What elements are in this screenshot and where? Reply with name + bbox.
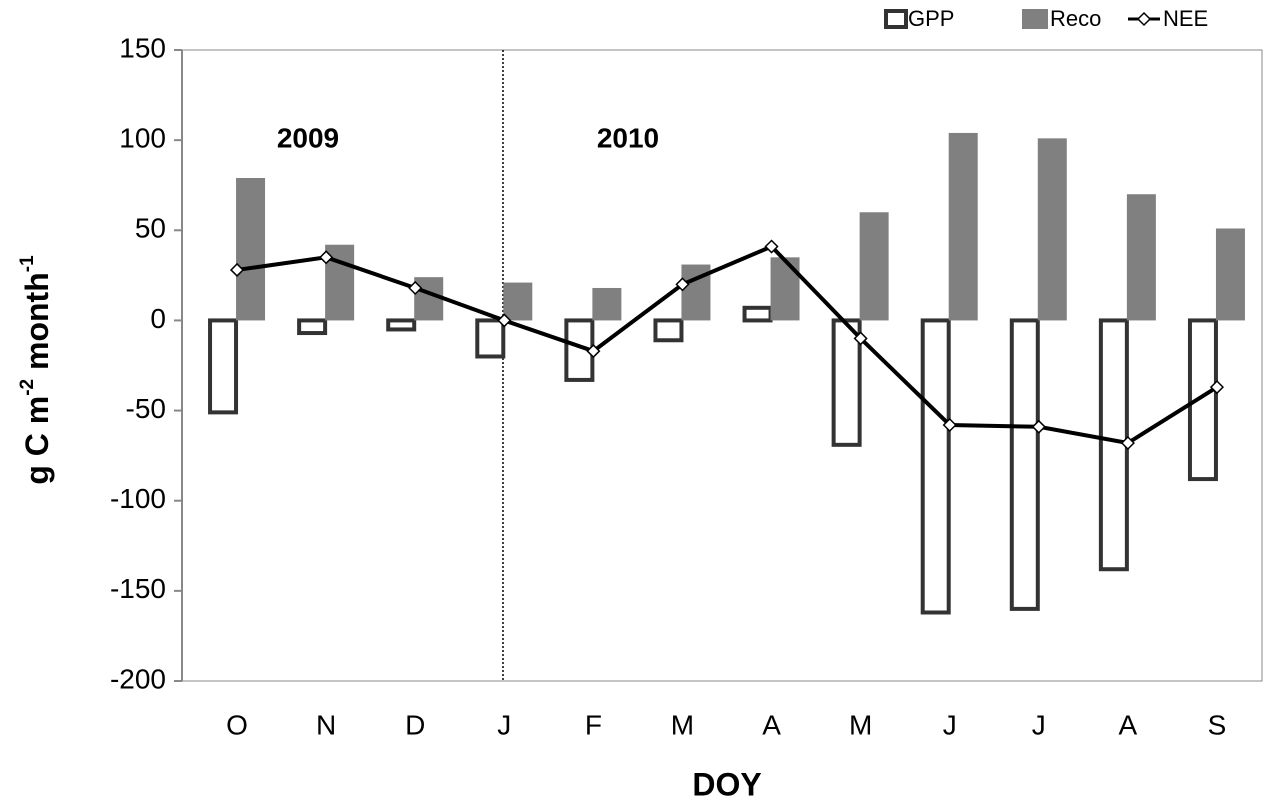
nee-marker [675, 277, 690, 292]
nee-marker [1031, 419, 1046, 434]
x-tick-label: J [943, 709, 957, 740]
y-tick-label: -200 [110, 663, 166, 694]
gpp-bar [475, 318, 506, 359]
reco-bar [770, 257, 800, 321]
nee-marker [497, 313, 512, 328]
reco-bar [414, 277, 444, 321]
legend-swatch [884, 9, 908, 29]
nee-marker [1120, 435, 1135, 451]
x-tick-label: O [226, 709, 248, 740]
y-tick-label: 0 [150, 303, 166, 334]
nee-marker [319, 250, 334, 265]
gpp-bar [742, 305, 773, 323]
legend-label: NEE [1163, 6, 1208, 31]
gpp-bar [831, 318, 862, 447]
y-label-part: g C m [19, 396, 55, 485]
y-label-part: month [19, 272, 55, 379]
reco-bar [236, 178, 266, 321]
gpp-bar [208, 318, 239, 415]
y-label-part: -1 [17, 255, 38, 272]
nee-marker [853, 331, 868, 346]
legend-swatch [1022, 9, 1048, 29]
annotation: 2009 [277, 122, 339, 153]
gpp-bar [386, 318, 417, 332]
x-tick-label: N [316, 709, 336, 740]
legend-label: Reco [1050, 6, 1101, 31]
x-tick-label: S [1208, 709, 1227, 740]
x-tick-label: A [762, 709, 781, 740]
x-tick-label: F [585, 709, 602, 740]
x-tick-label: J [497, 709, 511, 740]
reco-bar [1126, 194, 1156, 321]
x-tick-label: M [849, 709, 872, 740]
reco-bar [503, 282, 533, 321]
x-tick-label: A [1119, 709, 1138, 740]
gpp-bar [920, 318, 951, 615]
x-tick-label: D [405, 709, 425, 740]
legend-label: GPP [908, 6, 954, 31]
legend-swatch [1136, 11, 1152, 27]
annotation: 2010 [597, 122, 659, 153]
y-tick-label: 100 [119, 123, 166, 154]
nee-marker [942, 417, 957, 433]
nee-marker [229, 262, 245, 278]
nee-marker [764, 239, 779, 254]
y-tick-label: 150 [119, 32, 166, 63]
nee-line [236, 244, 1219, 446]
reco-bar [1037, 138, 1067, 321]
y-axis-label: g C m-2 month-1 [17, 255, 55, 485]
y-tick-label: -100 [110, 483, 166, 514]
y-tick-label: -50 [126, 393, 166, 424]
nee-marker [1209, 380, 1225, 395]
reco-bar [592, 287, 622, 321]
x-tick-label: J [1032, 709, 1046, 740]
gpp-bar [653, 318, 684, 343]
nee-marker [408, 280, 423, 296]
y-tick-label: -150 [110, 573, 166, 604]
gpp-bar [1009, 318, 1040, 611]
nee-marker [586, 344, 601, 359]
x-axis-label: DOY [692, 766, 761, 802]
reco-bar [859, 212, 889, 321]
y-label-part: -2 [17, 379, 38, 396]
y-tick-label: 50 [135, 213, 166, 244]
x-tick-label: M [671, 709, 694, 740]
reco-bar [948, 132, 978, 321]
reco-bar [1215, 228, 1245, 321]
gpp-bar [297, 318, 328, 336]
